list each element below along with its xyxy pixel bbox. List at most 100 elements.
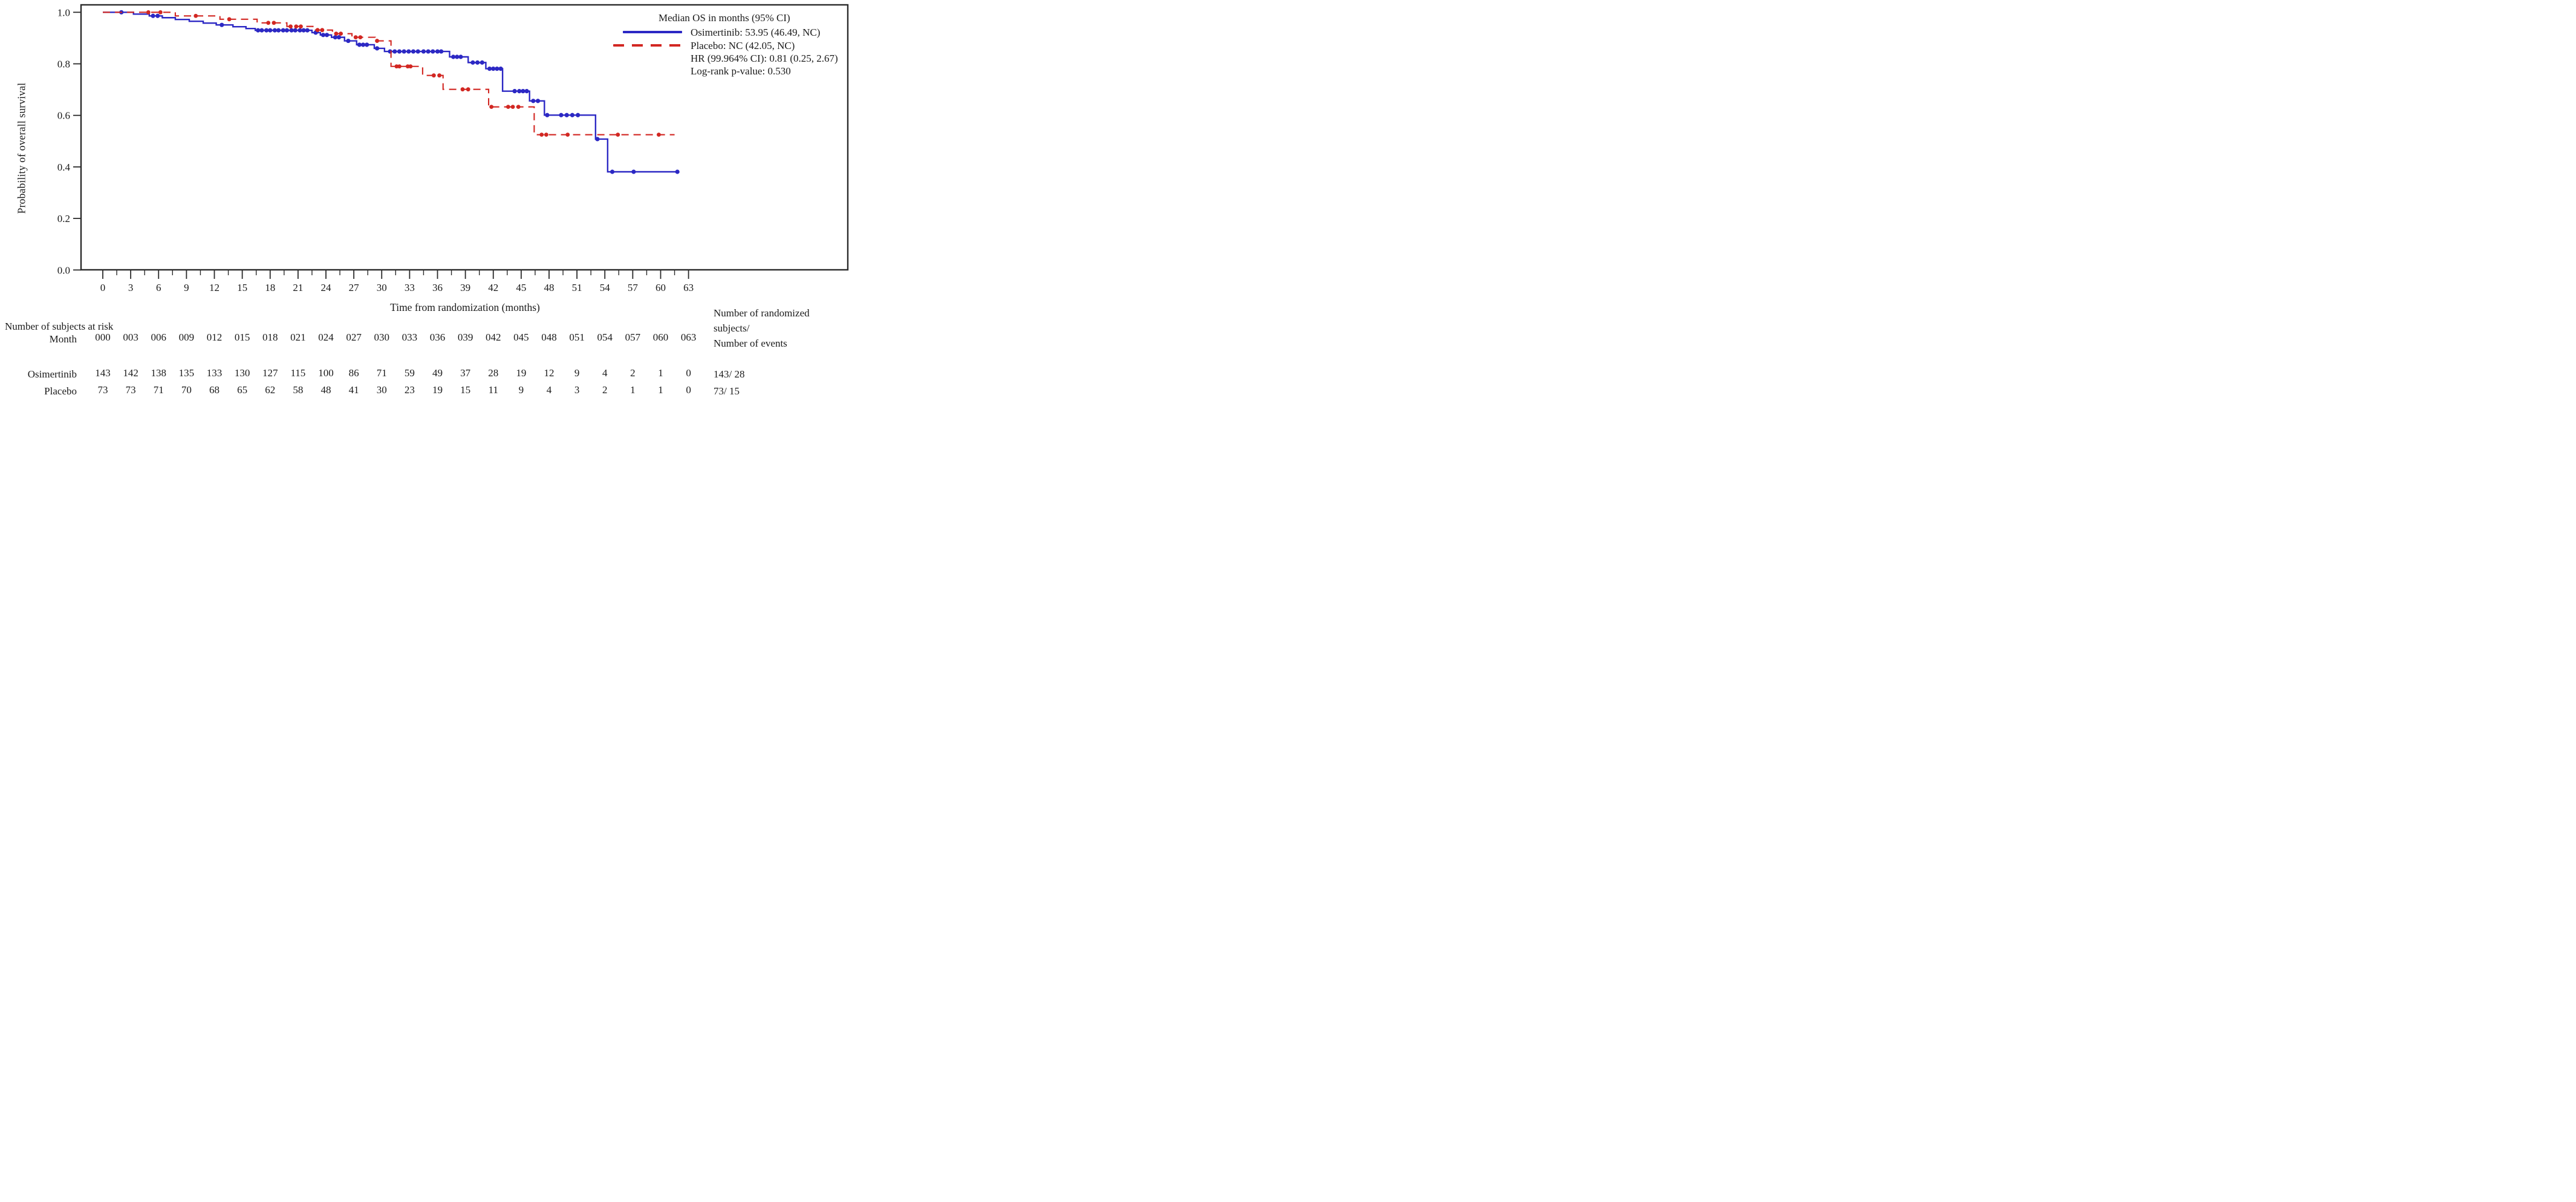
placebo-censor-mark	[294, 24, 299, 29]
y-tick-label: 0.8	[57, 59, 70, 70]
osimertinib-censor-mark	[498, 66, 503, 71]
plot-frame	[80, 4, 849, 271]
osimertinib-censor-mark	[545, 113, 550, 117]
placebo-censor-mark	[437, 73, 441, 78]
y-tick-label: 0.2	[57, 213, 70, 224]
risk-count-osimertinib: 2	[630, 367, 636, 379]
osimertinib-censor-mark	[346, 38, 351, 44]
placebo-censor-mark	[158, 10, 163, 15]
osimertinib-censor-mark	[402, 49, 406, 54]
placebo-censor-mark	[489, 105, 494, 109]
risk-month-col: 030	[374, 332, 390, 343]
y-axis-title: Probability of overall survival	[15, 82, 28, 214]
osimertinib-censor-mark	[324, 33, 330, 38]
risk-summary-osimertinib: 143/ 28	[714, 368, 745, 380]
x-tick-label: 0	[100, 282, 106, 293]
risk-count-placebo: 58	[293, 384, 303, 396]
risk-month-col: 033	[402, 332, 418, 343]
risk-count-placebo: 62	[265, 384, 275, 396]
risk-month-col: 021	[290, 332, 306, 343]
risk-table-month-label: Month	[49, 333, 77, 345]
placebo-censor-mark	[339, 31, 343, 36]
risk-count-placebo: 2	[602, 384, 608, 396]
placebo-censor-mark	[516, 105, 521, 109]
osimertinib-censor-mark	[559, 113, 564, 117]
placebo-censor-mark	[544, 132, 548, 137]
risk-count-placebo: 11	[489, 384, 498, 396]
x-tick-label: 60	[655, 282, 666, 293]
osimertinib-censor-mark	[305, 28, 310, 33]
risk-row-label-placebo: Placebo	[44, 385, 77, 397]
placebo-censor-mark	[466, 87, 470, 92]
osimertinib-censor-mark	[491, 66, 496, 71]
risk-month-col: 054	[597, 332, 613, 343]
risk-month-col: 027	[346, 332, 362, 343]
osimertinib-line-swatch	[623, 31, 682, 33]
risk-count-osimertinib: 71	[377, 367, 387, 379]
risk-count-placebo: 48	[321, 384, 331, 396]
placebo-censor-mark	[565, 132, 570, 137]
osimertinib-censor-mark	[451, 54, 456, 59]
risk-count-placebo: 41	[349, 384, 359, 396]
risk-count-osimertinib: 143	[95, 367, 111, 379]
risk-table-header: Number of subjects at risk	[5, 321, 114, 332]
risk-count-placebo: 4	[547, 384, 552, 396]
placebo-censor-mark	[146, 10, 151, 15]
x-tick-label: 12	[209, 282, 220, 293]
placebo-censor-mark	[334, 31, 339, 36]
risk-count-osimertinib: 4	[602, 367, 608, 379]
osimertinib-censor-mark	[595, 137, 600, 142]
x-tick-label: 63	[683, 282, 694, 293]
osimertinib-censor-mark	[220, 22, 224, 27]
legend-title: Median OS in months (95% CI)	[659, 12, 790, 24]
risk-count-placebo: 73	[126, 384, 136, 396]
risk-count-osimertinib: 127	[262, 367, 278, 379]
risk-count-osimertinib: 142	[123, 367, 138, 379]
risk-month-col: 045	[513, 332, 529, 343]
randomized-subjects-header-line2: subjects/	[714, 322, 750, 334]
osimertinib-censor-mark	[470, 60, 475, 65]
osimertinib-censor-mark	[475, 60, 480, 65]
x-tick-label: 24	[321, 282, 332, 293]
x-tick-label: 21	[293, 282, 303, 293]
placebo-survival-curve	[103, 11, 675, 136]
legend-item-osimertinib: Osimertinib: 53.95 (46.49, NC)	[691, 27, 821, 38]
risk-month-col: 042	[486, 332, 501, 343]
risk-count-osimertinib: 1	[658, 367, 663, 379]
risk-count-osimertinib: 115	[290, 367, 305, 379]
placebo-censor-mark	[539, 132, 544, 137]
x-tick-label: 6	[156, 282, 161, 293]
placebo-censor-mark	[358, 35, 363, 40]
randomized-subjects-header-line1: Number of randomized	[714, 307, 810, 319]
survival-plot: 1.00.80.60.40.20.00 3 6 9 12 15 18 21 24 27 30 33 36…	[57, 4, 849, 396]
osimertinib-censor-mark	[259, 28, 264, 33]
osimertinib-survival-curve	[103, 11, 680, 173]
osimertinib-censor-mark	[281, 28, 285, 33]
placebo-censor-mark	[299, 24, 303, 29]
osimertinib-censor-mark	[360, 42, 366, 47]
osimertinib-censor-mark	[531, 99, 536, 103]
osimertinib-censor-mark	[517, 89, 522, 94]
placebo-censor-mark	[431, 73, 436, 78]
x-tick-label: 54	[600, 282, 611, 293]
placebo-censor-mark	[510, 105, 515, 109]
x-tick-label: 57	[628, 282, 639, 293]
risk-count-placebo: 73	[98, 384, 108, 396]
risk-count-placebo: 23	[405, 384, 415, 396]
osimertinib-censor-mark	[524, 89, 529, 94]
osimertinib-censor-mark	[293, 28, 298, 33]
risk-count-osimertinib: 100	[318, 367, 334, 379]
risk-count-placebo: 68	[209, 384, 220, 396]
y-tick-label: 0.6	[57, 110, 70, 122]
risk-count-placebo: 1	[658, 384, 663, 396]
x-tick-label: 51	[572, 282, 582, 293]
risk-count-placebo: 30	[377, 384, 387, 396]
risk-count-placebo: 3	[574, 384, 580, 396]
risk-count-osimertinib: 28	[488, 367, 498, 379]
x-tick-label: 42	[488, 282, 498, 293]
risk-count-placebo: 15	[460, 384, 470, 396]
risk-count-osimertinib: 133	[207, 367, 223, 379]
osimertinib-censor-mark	[535, 99, 541, 103]
placebo-censor-mark	[375, 39, 379, 43]
hazard-ratio-text: HR (99.964% CI): 0.81 (0.25, 2.67)	[691, 53, 838, 64]
